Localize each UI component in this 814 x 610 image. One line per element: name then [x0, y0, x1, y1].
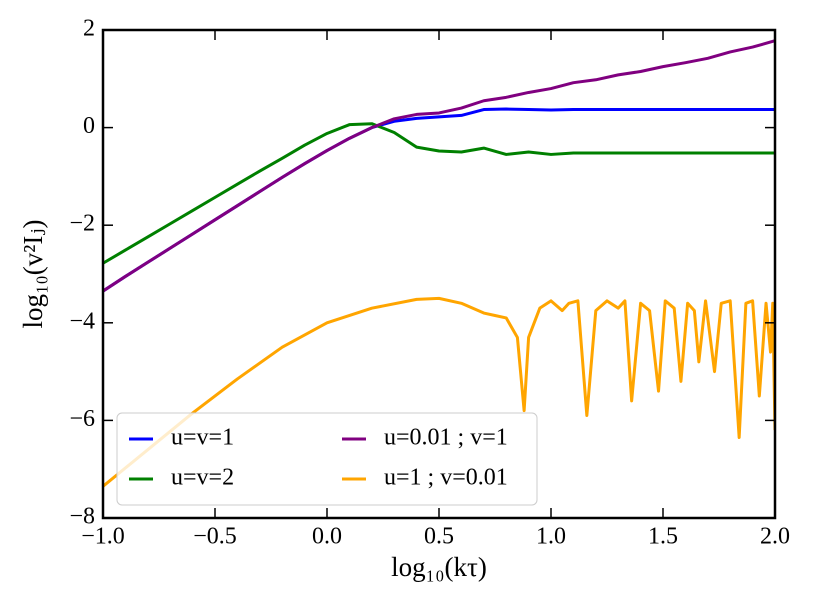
- legend-box: [116, 412, 538, 506]
- x-axis-label: log₁₀(kτ): [391, 552, 487, 582]
- x-tick-label: 1.5: [648, 524, 678, 550]
- x-tick-label: −1.0: [81, 524, 125, 550]
- y-tick-label: −4: [69, 308, 95, 334]
- series-line: [103, 296, 775, 488]
- y-tick-label: −2: [69, 211, 95, 237]
- y-axis-label: log₁₀(v²Iⱼ): [18, 219, 48, 328]
- y-tick-label: 2: [83, 16, 95, 42]
- legend-label: u=v=2: [171, 465, 234, 491]
- series-line: [103, 107, 775, 293]
- legend-label: u=1 ; v=0.01: [384, 465, 508, 491]
- plot-area: [103, 39, 775, 488]
- plot-frame: [101, 28, 777, 520]
- axes: −1.0 −0.5 0.0 0.5 1.0 1.5 2.0 −8 −6 −4 −2 0 2: [69, 16, 790, 550]
- x-tick-label: 2.0: [760, 524, 790, 550]
- y-tick-label: −8: [69, 504, 95, 530]
- y-tick-label: 0: [83, 113, 95, 139]
- x-tick-label: 0.0: [312, 524, 342, 550]
- series-line: [103, 39, 775, 293]
- legend-label: u=0.01 ; v=1: [384, 425, 508, 451]
- legend-label: u=v=1: [171, 425, 234, 451]
- x-tick-label: −0.5: [193, 524, 237, 550]
- x-tick-label: 1.0: [536, 524, 566, 550]
- x-tick-label: 0.5: [424, 524, 454, 550]
- legend: u=v=1 u=v=2 u=0.01 ; v=1 u=1 ; v=0.01: [116, 412, 538, 506]
- y-tick-label: −6: [69, 406, 95, 432]
- series-line: [103, 122, 775, 265]
